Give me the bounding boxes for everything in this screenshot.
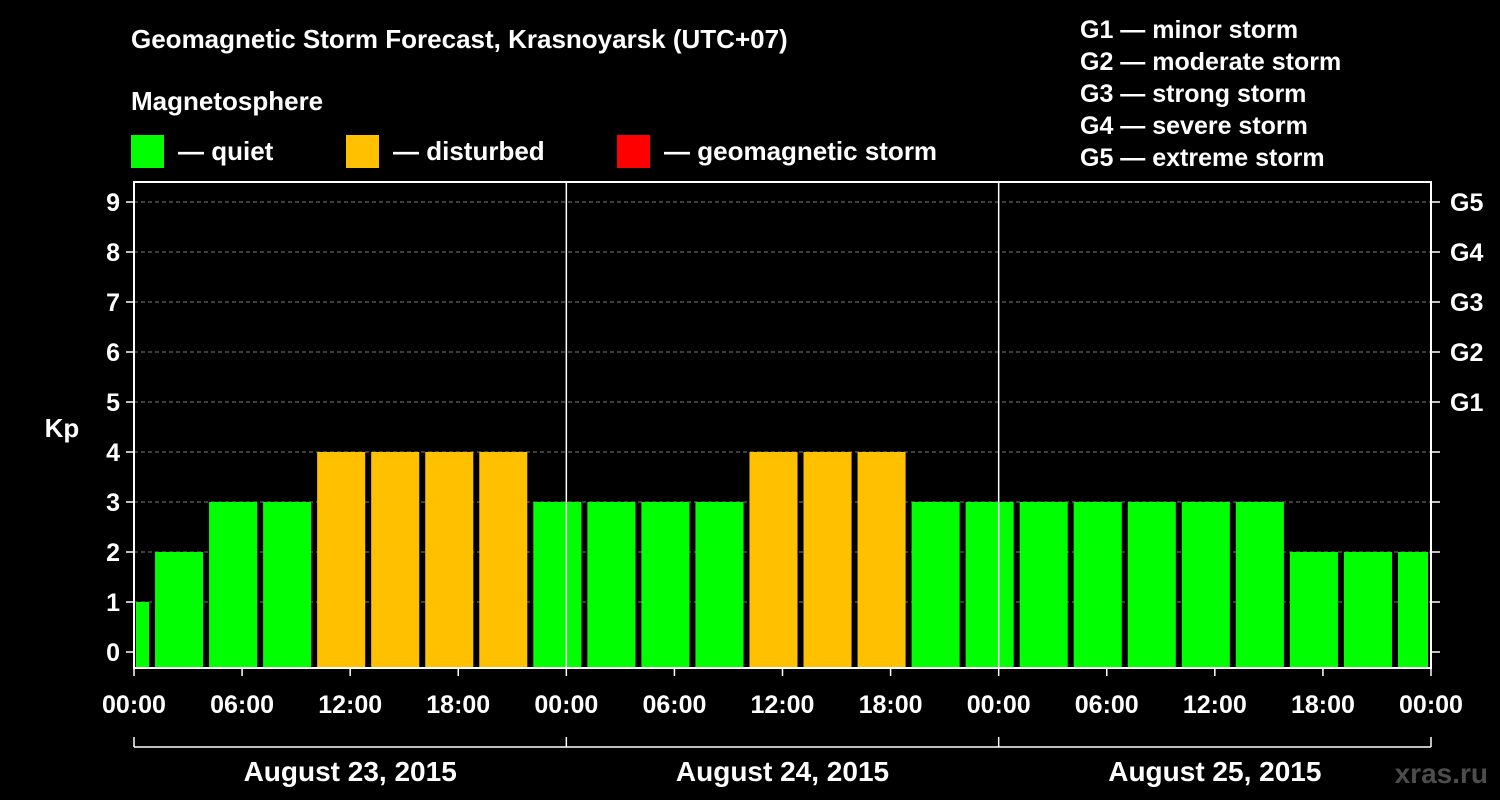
kp-bar — [965, 502, 1014, 668]
kp-bar — [911, 502, 960, 668]
kp-bar — [263, 502, 312, 668]
x-tick-label: 00:00 — [1399, 691, 1463, 719]
kp-bar — [155, 552, 204, 668]
date-label: August 25, 2015 — [1108, 756, 1321, 787]
kp-bar — [1019, 502, 1068, 668]
x-tick-label: 00:00 — [967, 691, 1031, 719]
kp-bar — [317, 452, 366, 668]
storm-scale-g4: G4 — severe storm — [1080, 112, 1308, 140]
legend-label-disturbed: — disturbed — [393, 135, 545, 166]
kp-bar — [479, 452, 528, 668]
kp-bar — [1343, 552, 1392, 668]
kp-bar — [1073, 502, 1122, 668]
y-tick-label: 9 — [106, 189, 120, 217]
storm-scale-g5: G5 — extreme storm — [1080, 144, 1325, 172]
kp-bar — [1289, 552, 1338, 668]
kp-bar — [533, 502, 582, 668]
chart-subtitle: Magnetosphere — [131, 86, 324, 116]
kp-bar — [749, 452, 798, 668]
kp-bar — [1181, 502, 1230, 668]
storm-level-label: G4 — [1450, 239, 1483, 267]
kp-bar — [425, 452, 474, 668]
x-tick-label: 00:00 — [534, 691, 598, 719]
x-tick-label: 00:00 — [102, 691, 166, 719]
watermark: xras.ru — [1394, 758, 1488, 789]
kp-bar — [1235, 502, 1284, 668]
y-tick-label: 6 — [106, 339, 120, 367]
kp-bar — [641, 502, 690, 668]
legend-storm: — geomagnetic storm — [617, 133, 937, 169]
kp-bar — [1127, 502, 1176, 668]
chart-title: Geomagnetic Storm Forecast, Krasnoyarsk … — [131, 24, 788, 54]
legend-swatch-disturbed — [346, 134, 379, 168]
storm-level-label: G5 — [1450, 189, 1483, 217]
kp-bar — [136, 602, 150, 668]
date-label: August 24, 2015 — [676, 756, 889, 787]
storm-level-label: G3 — [1450, 289, 1483, 317]
legend-label-storm: — geomagnetic storm — [664, 135, 938, 166]
legend-swatch-storm — [617, 134, 650, 168]
y-axis-label: Kp — [45, 413, 80, 443]
storm-scale-g2: G2 — moderate storm — [1080, 48, 1342, 76]
legend-label-quiet: — quiet — [178, 135, 274, 166]
kp-bar — [1397, 552, 1428, 668]
y-tick-label: 4 — [106, 439, 120, 467]
legend-swatch-quiet — [131, 134, 164, 168]
y-tick-label: 0 — [106, 639, 120, 667]
x-tick-label: 12:00 — [1183, 691, 1247, 719]
x-tick-label: 12:00 — [751, 691, 815, 719]
storm-scale-list: G1 — minor storm G2 — moderate storm G3 … — [1080, 14, 1341, 174]
kp-bar — [371, 452, 420, 668]
y-tick-label: 3 — [106, 489, 120, 517]
storm-level-label: G1 — [1450, 389, 1483, 417]
y-tick-label: 8 — [106, 239, 120, 267]
y-tick-label: 2 — [106, 539, 120, 567]
x-tick-label: 12:00 — [318, 691, 382, 719]
storm-level-label: G2 — [1450, 339, 1483, 367]
y-tick-label: 1 — [106, 589, 120, 617]
kp-bar — [209, 502, 258, 668]
legend-disturbed: — disturbed — [346, 133, 545, 169]
y-tick-label: 7 — [106, 289, 120, 317]
kp-bar — [803, 452, 852, 668]
x-tick-label: 06:00 — [1075, 691, 1139, 719]
storm-scale-g1: G1 — minor storm — [1080, 16, 1299, 44]
y-tick-label: 5 — [106, 389, 120, 417]
storm-scale-g3: G3 — strong storm — [1080, 80, 1307, 108]
x-tick-label: 18:00 — [426, 691, 490, 719]
kp-bar — [695, 502, 744, 668]
x-tick-label: 06:00 — [210, 691, 274, 719]
x-tick-label: 18:00 — [859, 691, 923, 719]
kp-bar — [587, 502, 636, 668]
date-label: August 23, 2015 — [244, 756, 457, 787]
x-tick-label: 18:00 — [1291, 691, 1355, 719]
x-tick-label: 06:00 — [642, 691, 706, 719]
legend-quiet: — quiet — [131, 133, 273, 169]
kp-bar — [857, 452, 906, 668]
